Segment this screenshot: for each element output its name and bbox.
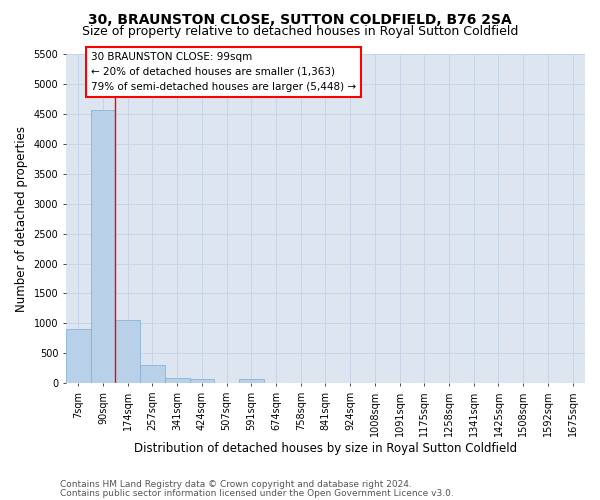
Text: Size of property relative to detached houses in Royal Sutton Coldfield: Size of property relative to detached ho…	[82, 25, 518, 38]
Text: 30 BRAUNSTON CLOSE: 99sqm
← 20% of detached houses are smaller (1,363)
79% of se: 30 BRAUNSTON CLOSE: 99sqm ← 20% of detac…	[91, 52, 356, 92]
Bar	[239, 379, 263, 384]
Text: 30, BRAUNSTON CLOSE, SUTTON COLDFIELD, B76 2SA: 30, BRAUNSTON CLOSE, SUTTON COLDFIELD, B…	[88, 12, 512, 26]
Bar	[91, 110, 115, 384]
Text: Contains HM Land Registry data © Crown copyright and database right 2024.: Contains HM Land Registry data © Crown c…	[60, 480, 412, 489]
Bar	[190, 379, 214, 384]
Bar	[140, 365, 165, 384]
Bar	[66, 330, 91, 384]
Bar	[115, 320, 140, 384]
Y-axis label: Number of detached properties: Number of detached properties	[15, 126, 28, 312]
X-axis label: Distribution of detached houses by size in Royal Sutton Coldfield: Distribution of detached houses by size …	[134, 442, 517, 455]
Bar	[165, 378, 190, 384]
Text: Contains public sector information licensed under the Open Government Licence v3: Contains public sector information licen…	[60, 489, 454, 498]
